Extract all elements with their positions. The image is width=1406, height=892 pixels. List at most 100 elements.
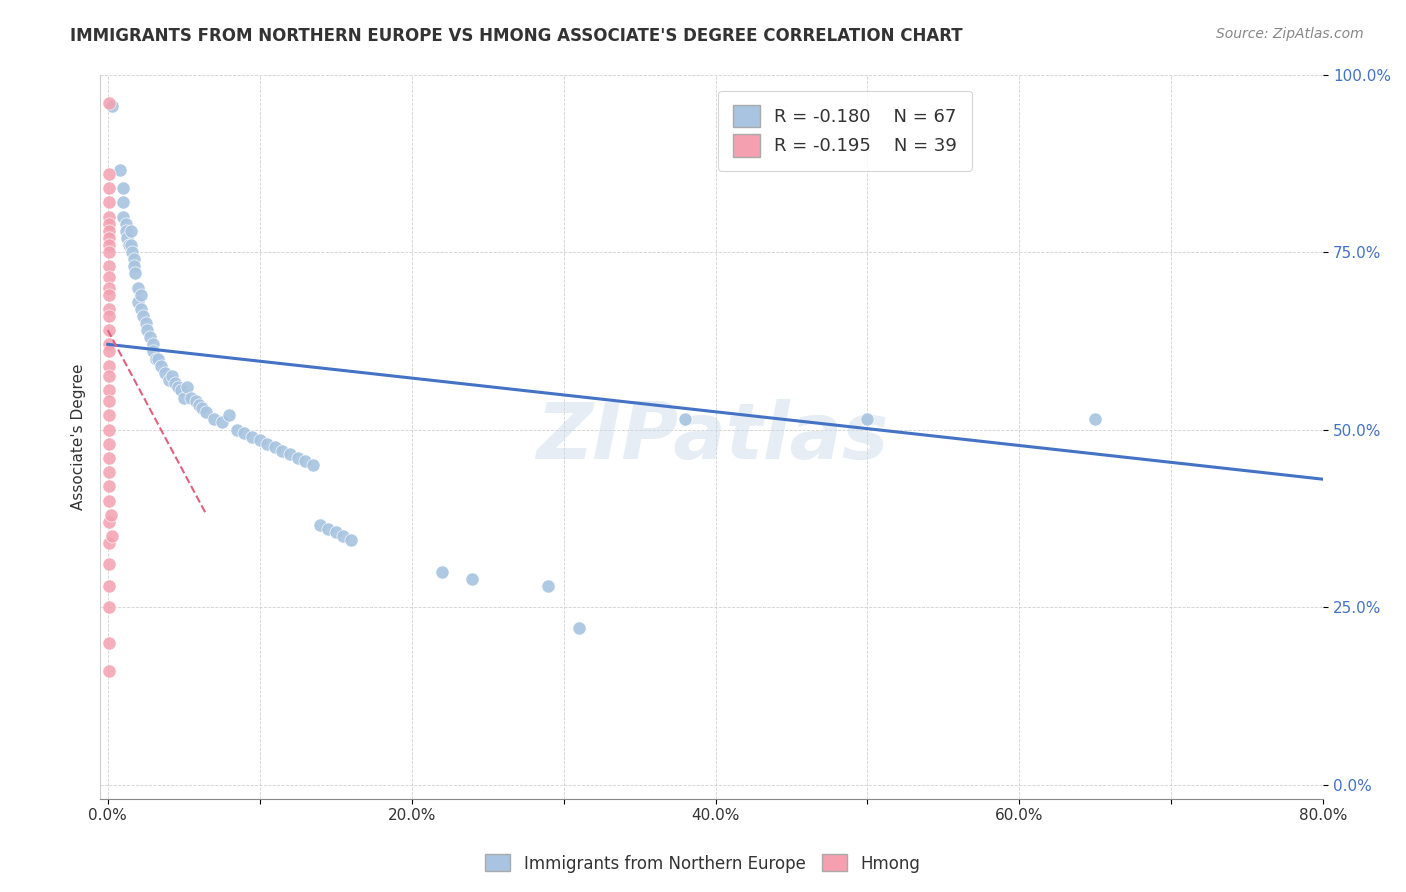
Point <box>98 217 121 231</box>
Point <box>184 394 207 409</box>
Legend: Immigrants from Northern Europe, Hmong: Immigrants from Northern Europe, Hmong <box>479 847 927 880</box>
Point <box>461 572 484 586</box>
Point <box>118 238 141 252</box>
Point <box>122 252 145 267</box>
Point <box>160 369 183 384</box>
Point <box>98 465 121 479</box>
Point <box>117 231 139 245</box>
Point <box>1084 412 1107 426</box>
Point <box>98 436 121 450</box>
Text: ZIPatlas: ZIPatlas <box>536 399 887 475</box>
Point <box>98 269 121 284</box>
Point <box>98 210 121 224</box>
Point <box>225 423 247 437</box>
Point <box>187 398 209 412</box>
Point <box>287 450 309 465</box>
Point <box>163 376 186 391</box>
Point <box>98 394 121 409</box>
Point <box>98 369 121 384</box>
Text: Source: ZipAtlas.com: Source: ZipAtlas.com <box>1216 27 1364 41</box>
Point <box>98 344 121 359</box>
Point <box>98 167 121 181</box>
Legend: R = -0.180    N = 67, R = -0.195    N = 39: R = -0.180 N = 67, R = -0.195 N = 39 <box>718 91 972 171</box>
Point <box>98 423 121 437</box>
Point <box>309 518 332 533</box>
Point <box>98 259 121 273</box>
Point <box>173 391 195 405</box>
Point <box>121 245 143 260</box>
Point <box>115 224 138 238</box>
Point <box>122 259 145 273</box>
Point <box>249 433 271 447</box>
Point <box>180 391 202 405</box>
Point <box>240 430 263 444</box>
Point <box>98 181 121 195</box>
Point <box>120 224 142 238</box>
Point <box>157 373 180 387</box>
Point <box>98 664 121 678</box>
Point <box>131 309 153 323</box>
Point <box>135 316 157 330</box>
Point <box>98 337 121 351</box>
Point <box>111 195 134 210</box>
Point <box>176 380 198 394</box>
Point <box>155 366 177 380</box>
Point <box>127 294 149 309</box>
Point <box>191 401 214 416</box>
Y-axis label: Associate's Degree: Associate's Degree <box>72 363 86 510</box>
Point <box>673 412 696 426</box>
Point <box>98 635 121 649</box>
Point <box>325 525 347 540</box>
Point <box>294 454 316 468</box>
Point <box>98 384 121 398</box>
Point <box>98 450 121 465</box>
Point <box>316 522 339 536</box>
Point <box>149 359 172 373</box>
Point <box>98 238 121 252</box>
Point <box>98 301 121 316</box>
Point <box>139 330 162 344</box>
Point <box>136 323 159 337</box>
Point <box>98 409 121 423</box>
Point <box>537 579 560 593</box>
Point <box>256 436 278 450</box>
Point <box>129 287 152 301</box>
Point <box>98 558 121 572</box>
Point <box>120 238 142 252</box>
Point <box>98 600 121 615</box>
Point <box>332 529 354 543</box>
Point <box>278 447 301 461</box>
Point <box>98 359 121 373</box>
Point <box>115 217 138 231</box>
Point <box>111 181 134 195</box>
Point <box>98 515 121 529</box>
Point <box>98 231 121 245</box>
Point <box>145 351 167 366</box>
Point <box>166 380 188 394</box>
Point <box>124 266 146 280</box>
Point <box>98 309 121 323</box>
Point <box>142 337 165 351</box>
Point <box>202 412 225 426</box>
Point <box>129 301 152 316</box>
Point <box>98 195 121 210</box>
Point <box>127 280 149 294</box>
Point <box>195 405 218 419</box>
Point <box>302 458 325 472</box>
Point <box>233 426 256 441</box>
Point <box>101 99 124 113</box>
Point <box>108 163 131 178</box>
Point <box>98 323 121 337</box>
Point <box>98 493 121 508</box>
Point <box>100 508 122 522</box>
Point <box>211 416 233 430</box>
Point <box>430 565 453 579</box>
Point <box>98 95 121 110</box>
Point <box>101 529 124 543</box>
Text: IMMIGRANTS FROM NORTHERN EUROPE VS HMONG ASSOCIATE'S DEGREE CORRELATION CHART: IMMIGRANTS FROM NORTHERN EUROPE VS HMONG… <box>70 27 963 45</box>
Point <box>98 479 121 493</box>
Point <box>218 409 240 423</box>
Point <box>98 287 121 301</box>
Point <box>271 443 294 458</box>
Point <box>98 536 121 550</box>
